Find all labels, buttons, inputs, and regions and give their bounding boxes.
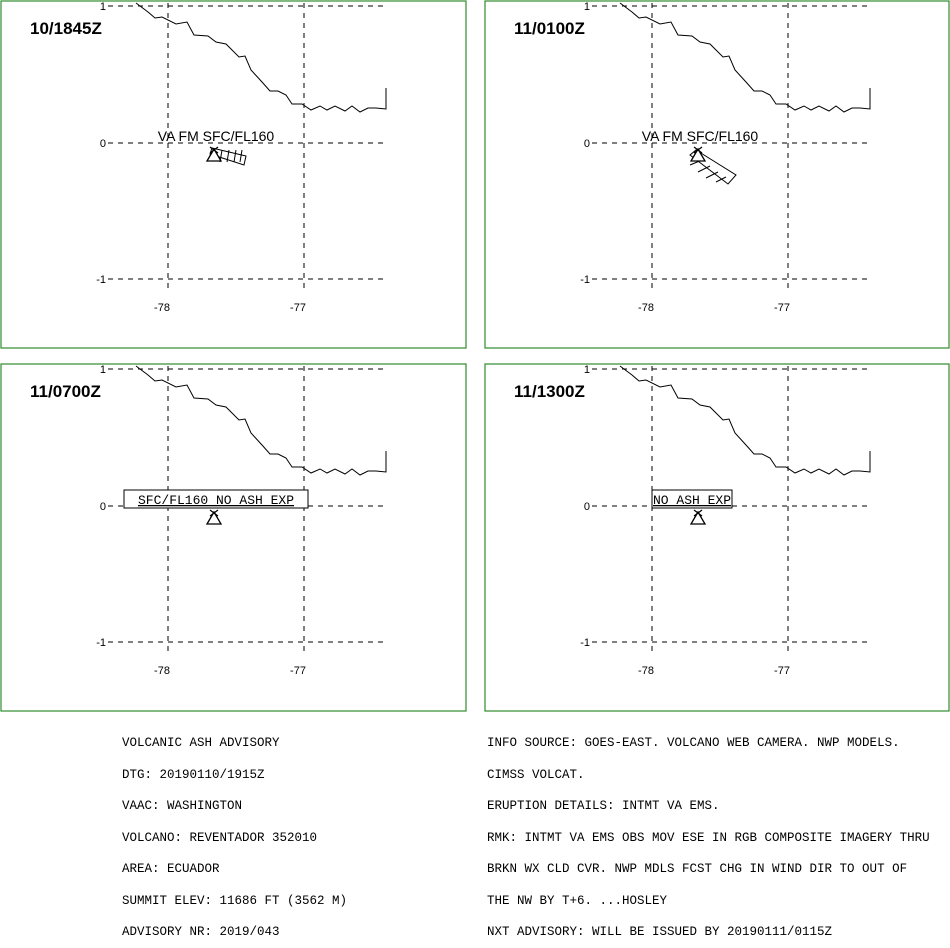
ash-cloud-hatch	[226, 149, 230, 163]
longitude-tick-label: -77	[290, 665, 306, 677]
forecast-annotation: SFC/FL160 NO ASH EXP	[138, 493, 294, 508]
longitude-tick-label: -78	[154, 302, 170, 314]
advisory-line: NXT ADVISORY: WILL BE ISSUED BY 20190111…	[487, 925, 833, 939]
volcano-triangle	[205, 147, 223, 162]
ash-cloud-hatch	[705, 171, 719, 179]
forecast-label-box	[123, 489, 309, 509]
volcano-vent-mark	[209, 509, 219, 517]
ash-annotation: VA FM SFC/FL160	[642, 128, 759, 144]
volcano-icon	[205, 509, 223, 525]
advisory-text-left: VOLCANIC ASH ADVISORY DTG: 20190110/1915…	[122, 717, 347, 948]
volcano-icon	[689, 509, 707, 525]
longitude-tick-label: -78	[638, 665, 654, 677]
panel-time-label: 11/0700Z	[30, 382, 101, 401]
volcano-vent-mark	[693, 146, 703, 154]
latitude-tick-label: -1	[580, 274, 590, 286]
panel-frame	[0, 363, 467, 712]
ash-cloud-hatch	[233, 149, 237, 163]
latitude-tick-label: -1	[580, 637, 590, 649]
volcano-vent-mark	[693, 509, 703, 517]
advisory-text-right: INFO SOURCE: GOES-EAST. VOLCANO WEB CAME…	[487, 717, 930, 948]
latitude-tick-label: 1	[100, 364, 106, 376]
advisory-line: VOLCANIC ASH ADVISORY	[122, 736, 280, 750]
ash-cloud-hatch	[697, 165, 711, 173]
map-panels: 1 0 -1 -78 -77 10/1845Z VA FM SFC/FL160 1 0 -1 -78…	[0, 0, 950, 712]
map-panel: 1 0 -1 -78 -77 11/1300Z NO ASH EXP	[484, 363, 950, 712]
ash-cloud-hatch	[715, 176, 727, 183]
map-panel: 1 0 -1 -78 -77 11/0100Z VA FM SFC/FL160	[484, 0, 950, 349]
longitude-tick-label: -78	[638, 302, 654, 314]
latitude-tick-label: 0	[100, 501, 106, 513]
advisory-line: RMK: INTMT VA EMS OBS MOV ESE IN RGB COM…	[487, 830, 930, 845]
advisory-line: VOLCANO: REVENTADOR 352010	[122, 830, 318, 845]
volcano-vent-mark	[209, 146, 219, 154]
map-panel: 1 0 -1 -78 -77 11/0700Z SFC/FL160 NO ASH EXP	[0, 363, 467, 712]
panel-frame	[0, 0, 467, 349]
advisory-line: THE NW BY T+6. ...HOSLEY	[487, 893, 668, 908]
latitude-tick-label: 0	[584, 501, 590, 513]
latitude-tick-label: -1	[96, 274, 106, 286]
advisory-graphic: 1 0 -1 -78 -77 10/1845Z VA FM SFC/FL160 1 0 -1 -78…	[0, 0, 950, 712]
advisory-line: INFO SOURCE: GOES-EAST. VOLCANO WEB CAME…	[487, 736, 900, 750]
forecast-annotation: NO ASH EXP	[653, 493, 731, 508]
coastline	[619, 2, 871, 113]
panel-time-label: 10/1845Z	[30, 19, 102, 38]
advisory-line: ERUPTION DETAILS: INTMT VA EMS.	[487, 799, 720, 813]
latitude-tick-label: 0	[100, 138, 106, 150]
panel-time-label: 11/0100Z	[514, 19, 585, 38]
advisory-line: AREA: ECUADOR	[122, 862, 220, 876]
panel-time-label: 11/1300Z	[514, 382, 585, 401]
latitude-tick-label: 1	[584, 364, 590, 376]
volcano-triangle	[689, 147, 707, 162]
latitude-tick-label: 1	[584, 1, 590, 13]
latitude-tick-label: -1	[96, 637, 106, 649]
volcano-triangle	[205, 510, 223, 525]
latitude-tick-label: 0	[584, 138, 590, 150]
ash-cloud-hatch	[239, 149, 243, 163]
longitude-tick-label: -78	[154, 665, 170, 677]
longitude-tick-label: -77	[774, 665, 790, 677]
longitude-tick-label: -77	[774, 302, 790, 314]
forecast-label-box	[651, 489, 733, 509]
coastline	[619, 365, 871, 476]
advisory-line: ADVISORY NR: 2019/043	[122, 925, 280, 939]
advisory-line: SUMMIT ELEV: 11686 FT (3562 M)	[122, 893, 348, 908]
volcano-triangle	[689, 510, 707, 525]
longitude-tick-label: -77	[290, 302, 306, 314]
volcano-icon	[689, 146, 707, 162]
advisory-line: VAAC: WASHINGTON	[122, 799, 243, 813]
advisory-line: CIMSS VOLCAT.	[487, 767, 585, 782]
map-panel: 1 0 -1 -78 -77 10/1845Z VA FM SFC/FL160	[0, 0, 467, 349]
ash-annotation: VA FM SFC/FL160	[158, 128, 275, 144]
coastline	[135, 365, 387, 476]
panel-frame	[484, 363, 950, 712]
volcano-icon	[205, 146, 223, 162]
coastline	[135, 2, 387, 113]
advisory-line: DTG: 20190110/1915Z	[122, 767, 265, 782]
advisory-line: BRKN WX CLD CVR. NWP MDLS FCST CHG IN WI…	[487, 862, 908, 876]
latitude-tick-label: 1	[100, 1, 106, 13]
